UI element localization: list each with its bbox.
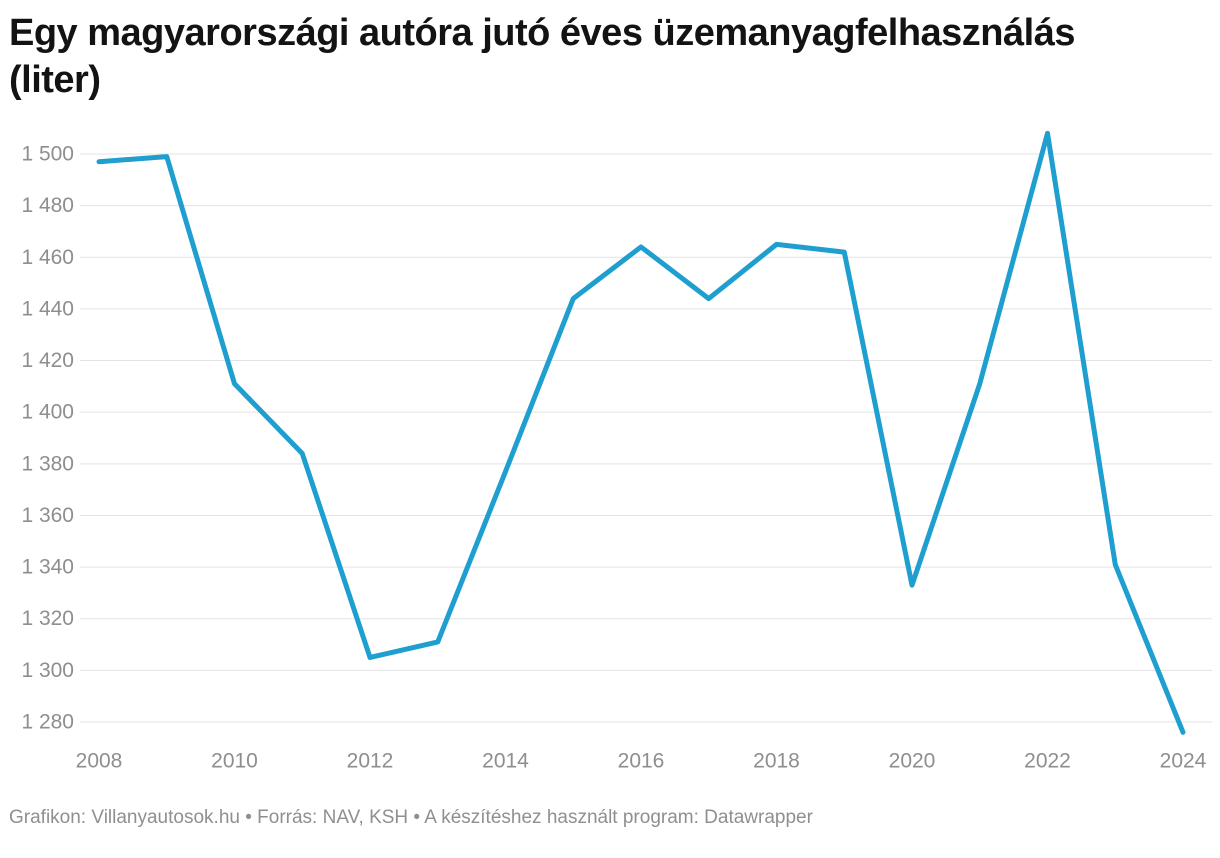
y-axis-tick-label: 1 400 [21, 401, 74, 424]
y-axis-tick-label: 1 460 [21, 246, 74, 269]
y-axis-tick-label: 1 340 [21, 556, 74, 579]
x-axis-tick-label: 2012 [347, 750, 394, 773]
fuel-consumption-line [96, 131, 1186, 736]
x-axis-tick-label: 2022 [1024, 750, 1071, 773]
y-axis-tick-label: 1 480 [21, 195, 74, 218]
x-axis-tick-label: 2008 [76, 750, 123, 773]
y-axis-tick-label: 1 320 [21, 608, 74, 631]
x-axis-tick-label: 2024 [1160, 750, 1207, 773]
x-axis-tick-label: 2014 [482, 750, 529, 773]
y-axis-tick-label: 1 280 [21, 711, 74, 734]
page-title-line1: Egy magyarországi autóra jutó éves üzema… [9, 12, 1075, 54]
x-axis-tick-label: 2010 [211, 750, 258, 773]
line-chart: 1 280 1 300 1 320 1 340 1 360 1 380 1 400 1 420… [21, 131, 1212, 773]
x-axis-tick-label: 2020 [889, 750, 936, 773]
y-axis-tick-label: 1 500 [21, 143, 74, 166]
y-axis-tick-label: 1 420 [21, 350, 74, 373]
y-axis-tick-label: 1 380 [21, 453, 74, 476]
x-axis-tick-label: 2018 [753, 750, 800, 773]
page-title: Egy magyarországi autóra jutó éves üzema… [9, 10, 1210, 103]
y-axis-tick-label: 1 300 [21, 659, 74, 682]
y-axis-tick-label: 1 440 [21, 298, 74, 321]
x-axis-tick-label: 2016 [618, 750, 665, 773]
y-axis-tick-label: 1 360 [21, 504, 74, 527]
page-title-line2: (liter) [9, 58, 101, 101]
attribution-footer: Grafikon: Villanyautosok.hu • Forrás: NA… [9, 807, 813, 829]
